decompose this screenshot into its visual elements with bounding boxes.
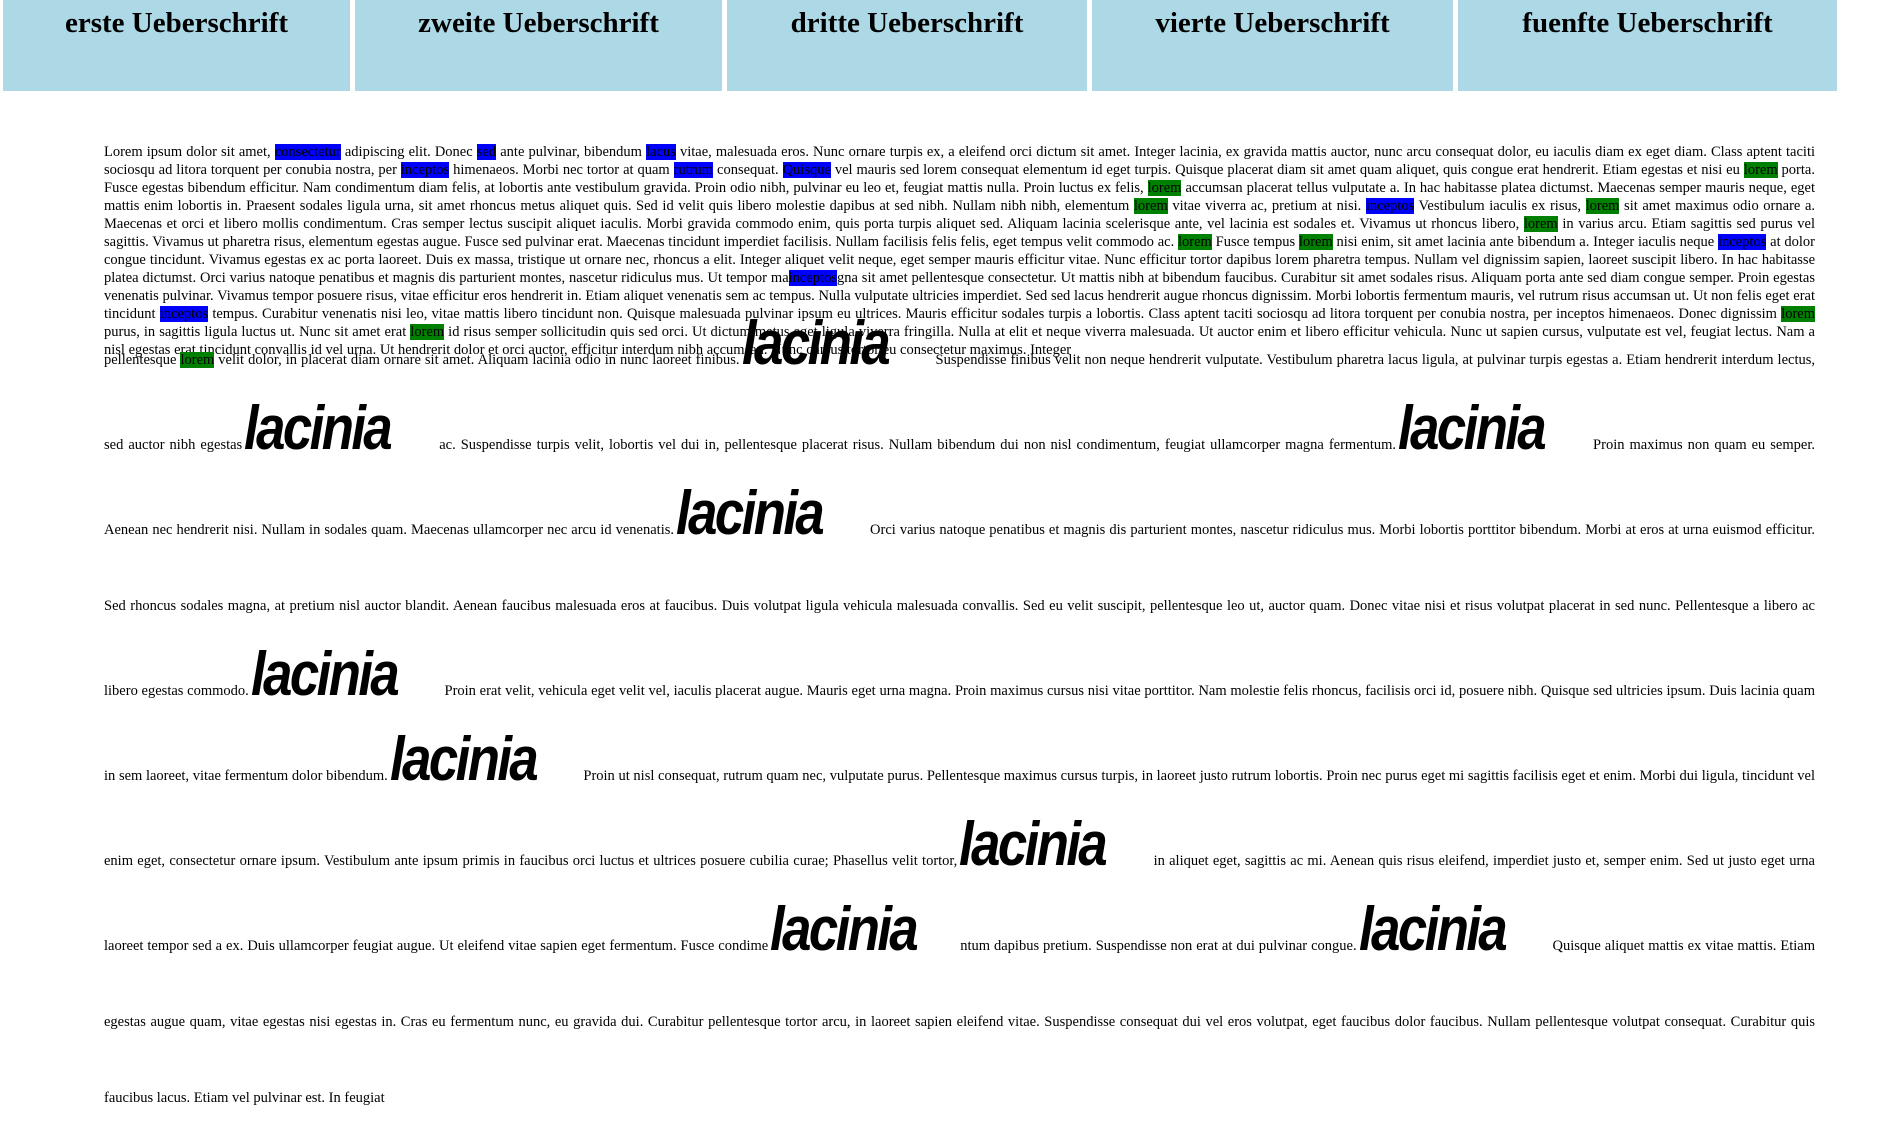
text-run: sit amet maximus odio ornare a. Maecenas… <box>104 198 1815 232</box>
lacinia-logo: lacinia <box>1398 394 1547 463</box>
highlight-green: lorem <box>1585 198 1620 214</box>
highlight-green: lorem <box>1523 216 1558 232</box>
text-run: purus, in sagittis ligula luctus ut. Nun… <box>104 324 411 340</box>
paragraph-dense: Lorem ipsum dolor sit amet, consectetur … <box>104 143 1815 359</box>
text-run: Vestibulum iaculis ex risus, <box>1414 198 1586 214</box>
highlight-blue: consectetur <box>274 144 341 160</box>
text-run: vitae, malesuada eros. Nunc ornare turpi… <box>104 144 1815 178</box>
text-run: ntum dapibus pretium. Suspendisse non er… <box>960 938 1357 954</box>
text-run: Quisque aliquet mattis ex vitae mattis. … <box>104 938 1815 1106</box>
highlight-green: lorem <box>1298 234 1333 250</box>
text-run: Proin erat velit, vehicula eget velit ve… <box>104 683 1815 784</box>
text-run: consequat. <box>713 162 783 178</box>
text-run: porta. Fusce egestas bibendum efficitur.… <box>104 162 1815 196</box>
text-run: Lorem ipsum dolor sit amet, <box>104 144 275 160</box>
text-run: gna sit amet pellentesque consectetur. U… <box>104 270 1815 322</box>
text-run: pellentesque <box>104 352 181 368</box>
highlight-green: lorem <box>1133 198 1168 214</box>
lacinia-logo: lacinia <box>959 810 1108 879</box>
lacinia-logo: lacinia <box>770 895 919 964</box>
nav-item-zweite[interactable]: zweite Ueberschrift <box>355 0 722 91</box>
highlight-blue: inceptos <box>159 306 209 322</box>
highlight-green: lorem <box>410 324 445 340</box>
top-navigation: erste Ueberschrift zweite Ueberschrift d… <box>3 0 1837 91</box>
nav-item-dritte[interactable]: dritte Ueberschrift <box>727 0 1087 91</box>
highlight-green: lorem <box>1147 180 1182 196</box>
text-run: Proin maximus non quam eu semper. Aenean… <box>104 437 1815 538</box>
lacinia-logo: lacinia <box>676 479 825 548</box>
highlight-green: lorem <box>1781 306 1815 322</box>
lacinia-logo: lacinia <box>250 640 400 709</box>
text-run: at dolor congue tincidunt. Vivamus egest… <box>104 234 1815 286</box>
text-run: nisi enim, sit amet lacinia ante bibendu… <box>1332 234 1719 250</box>
lacinia-logo: lacinia <box>1358 895 1508 964</box>
text-run: himenaeos. Morbi nec tortor at quam <box>449 162 674 178</box>
text-run: tempus. Curabitur venenatis nisi leo, vi… <box>208 306 1782 322</box>
text-run: ac. Suspendisse turpis velit, lobortis v… <box>434 437 1397 453</box>
lacinia-logo: lacinia <box>741 309 891 378</box>
text-run: Orci varius natoque penatibus et magnis … <box>104 522 1815 699</box>
text-run: Proin ut nisl consequat, rutrum quam nec… <box>104 768 1815 869</box>
nav-item-erste[interactable]: erste Ueberschrift <box>3 0 350 91</box>
highlight-blue: inceptos <box>1718 234 1767 250</box>
text-run: velit dolor, in placerat diam ornare sit… <box>214 352 740 368</box>
highlight-blue: inceptos <box>1365 198 1415 214</box>
text-run: in varius arcu. Etiam sagittis sed purus… <box>104 216 1815 250</box>
nav-item-vierte[interactable]: vierte Ueberschrift <box>1092 0 1453 91</box>
lacinia-logo: lacinia <box>389 725 539 794</box>
highlight-blue: inceptos <box>788 270 837 286</box>
text-run: vitae viverra ac, pretium at nisi. <box>1167 198 1366 214</box>
highlight-blue: lacus <box>646 144 676 160</box>
paragraph-with-logos: pellentesque lorem velit dolor, in place… <box>104 313 1815 1136</box>
nav-item-fuenfte[interactable]: fuenfte Ueberschrift <box>1458 0 1837 91</box>
text-run: accumsan placerat tellus vulputate a. In… <box>104 180 1815 214</box>
highlight-blue: sed <box>476 144 497 160</box>
main-content: Lorem ipsum dolor sit amet, consectetur … <box>104 143 1815 1136</box>
highlight-blue: rutrum <box>673 162 714 178</box>
lacinia-logo: lacinia <box>244 394 393 463</box>
highlight-blue: Quisque <box>782 162 831 178</box>
text-run: id risus semper sollicitudin quis sed or… <box>104 324 1815 358</box>
text-run: vel mauris sed lorem consequat elementum… <box>830 162 1744 178</box>
text-run: adipiscing elit. Donec <box>340 144 477 160</box>
text-run: Suspendisse finibus velit non neque hend… <box>104 352 1815 453</box>
text-run: ante pulvinar, bibendum <box>496 144 647 160</box>
highlight-blue: inceptos <box>400 162 450 178</box>
highlight-green: lorem <box>180 352 215 368</box>
highlight-green: lorem <box>1743 162 1778 178</box>
text-run: Fusce tempus <box>1211 234 1299 250</box>
highlight-green: lorem <box>1178 234 1212 250</box>
